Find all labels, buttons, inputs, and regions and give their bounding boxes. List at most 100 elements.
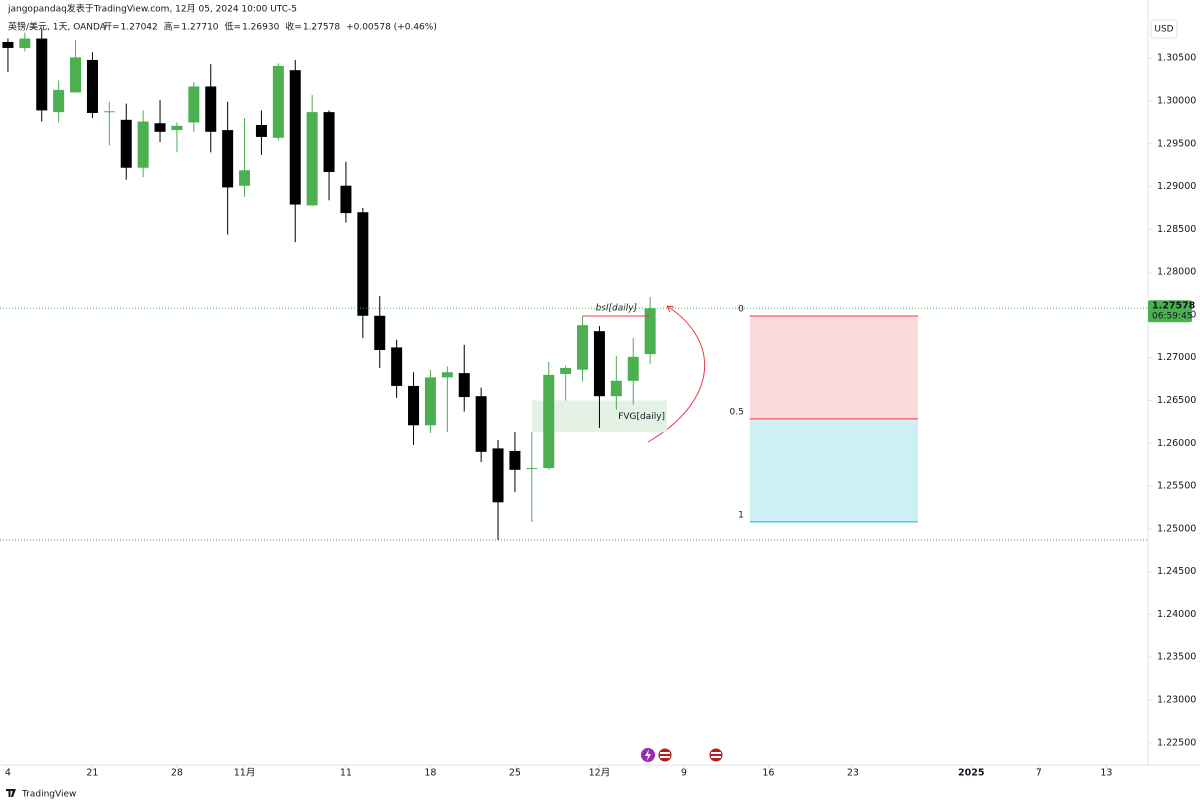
x-tick-label: 4 <box>5 768 11 779</box>
candle-body <box>120 119 132 168</box>
ohlc-label: 高= <box>164 21 181 33</box>
y-tick-label: 1.28000 <box>1157 267 1196 278</box>
y-tick-label: 1.29500 <box>1157 138 1196 149</box>
ohlc-value: 1.26930 <box>242 23 279 33</box>
candle-body <box>86 59 98 113</box>
candle-body <box>441 372 453 378</box>
candle-body <box>593 331 605 397</box>
fvg-label: FVG[daily] <box>618 412 665 422</box>
candle <box>458 344 470 412</box>
candle-body <box>458 373 470 398</box>
position-label: 1 <box>738 510 744 520</box>
price-label: 1.27578 <box>1152 301 1196 312</box>
y-tick-label: 1.28500 <box>1157 224 1196 235</box>
candle <box>475 387 487 463</box>
candle <box>441 366 453 433</box>
flag-stripe <box>711 756 721 758</box>
candle <box>644 296 656 364</box>
candle <box>543 361 555 470</box>
y-tick-label: 1.24000 <box>1157 609 1196 620</box>
ohlc-readout: 开= 1.27042 高= 1.27710 低= 1.26930 收= 1.27578 +0.0… <box>103 21 437 33</box>
candle <box>374 296 386 368</box>
y-tick-label: 1.26000 <box>1157 438 1196 449</box>
candle-body <box>509 450 521 470</box>
brand[interactable]: TradingView <box>21 790 76 800</box>
candle <box>272 63 284 141</box>
candle <box>526 432 538 522</box>
candle-body <box>2 41 14 48</box>
symbol: 英镑/美元, 1天, OANDA <box>8 21 107 33</box>
position-zone <box>749 316 918 419</box>
x-tick-label: 11月 <box>234 768 256 779</box>
candle-body <box>137 121 149 168</box>
candle <box>560 365 572 401</box>
ohlc-value: 1.27710 <box>181 23 218 33</box>
candle-body <box>154 123 166 132</box>
candle <box>627 338 639 405</box>
candle <box>357 207 369 339</box>
candle-body <box>391 347 403 386</box>
x-tick-label: 12月 <box>589 768 611 779</box>
x-tick-label: 9 <box>681 768 687 779</box>
x-tick-label: 7 <box>1036 768 1042 779</box>
y-tick-label: 1.30500 <box>1157 53 1196 64</box>
candle-body <box>408 385 420 426</box>
candle-body <box>53 89 65 113</box>
x-tick-label: 2025 <box>958 768 984 779</box>
candle <box>205 64 217 153</box>
candle-body <box>340 185 352 214</box>
candle <box>53 80 65 123</box>
candle <box>120 103 132 180</box>
candle-body <box>289 70 301 205</box>
candle <box>610 355 622 410</box>
candle-body <box>627 356 639 381</box>
ohlc-label: 收= <box>285 21 302 33</box>
candle-body <box>543 374 555 469</box>
change: +0.00578 (+0.46%) <box>346 23 437 33</box>
currency: USD <box>1154 25 1173 35</box>
candle <box>391 339 403 398</box>
y-tick-label: 1.23000 <box>1157 694 1196 705</box>
candle <box>577 316 589 382</box>
candle <box>2 38 14 72</box>
candle-body <box>70 57 82 93</box>
y-tick-label: 1.22500 <box>1157 737 1196 748</box>
y-tick-label: 1.25500 <box>1157 481 1196 492</box>
candle <box>103 101 115 146</box>
candle-body <box>357 212 369 316</box>
candle-body <box>171 125 183 131</box>
flag-stripe <box>660 752 670 754</box>
candle <box>188 82 200 132</box>
candle <box>509 432 521 493</box>
arrow-head <box>666 305 675 313</box>
event-icon-glyph <box>645 749 651 761</box>
candle-body <box>255 124 267 137</box>
candle <box>222 101 234 235</box>
candle-body <box>526 468 538 470</box>
candle-body <box>36 38 48 111</box>
candle-body <box>222 130 234 188</box>
y-tick-label: 1.29000 <box>1157 181 1196 192</box>
x-tick-label: 21 <box>86 768 98 779</box>
byline: jangopandaq发表于TradingView.com, 12月 05, 2… <box>7 3 297 15</box>
candle-body <box>19 38 31 48</box>
x-tick-label: 23 <box>847 768 859 779</box>
y-tick-label: 1.24500 <box>1157 566 1196 577</box>
price-label-box <box>1148 300 1192 323</box>
ohlc-value: 1.27042 <box>121 23 158 33</box>
candle <box>171 122 183 153</box>
event-icon[interactable] <box>708 747 724 763</box>
candle <box>492 439 504 540</box>
event-icon[interactable] <box>657 747 673 763</box>
position-zone <box>749 418 918 522</box>
candle <box>70 40 82 93</box>
candle-body <box>644 308 656 355</box>
currency-box[interactable] <box>1150 19 1178 39</box>
candle-body <box>577 325 589 370</box>
position-label: 0 <box>738 305 744 315</box>
position-label: 0.5 <box>730 407 744 417</box>
candle-body <box>188 86 200 123</box>
candle <box>323 110 335 201</box>
candle <box>154 100 166 143</box>
